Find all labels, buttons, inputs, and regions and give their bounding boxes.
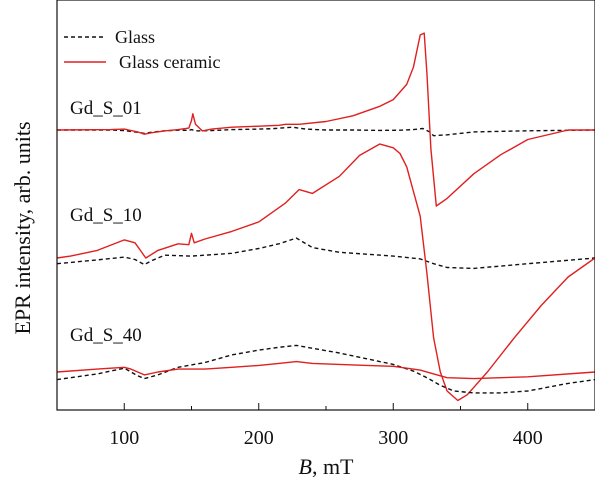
series-gd-s-40-glass-ceramic	[56, 360, 595, 380]
x-axis-label-var: B	[298, 454, 311, 479]
y-axis-label: EPR intensity, arb. units	[10, 121, 35, 334]
series-gd-s-40-glass	[56, 344, 595, 394]
x-tick-label: 300	[378, 427, 408, 449]
series-gd-s-10-glass	[56, 237, 595, 270]
sample-label: Gd_S_40	[70, 325, 142, 346]
sample-labels: Gd_S_01 Gd_S_10 Gd_S_40	[70, 98, 142, 346]
legend: Glass Glass ceramic	[64, 27, 220, 72]
legend-label: Glass ceramic	[119, 52, 220, 72]
legend-label: Glass	[115, 27, 155, 47]
x-axis-label: B, mT	[298, 454, 354, 479]
x-tick-label: 200	[244, 427, 274, 449]
axes: 100 200 300 400	[56, 0, 595, 449]
series-gd-s-01-glass-ceramic	[56, 32, 595, 207]
x-axis-label-unit: , mT	[312, 454, 354, 479]
plot-area	[56, 32, 595, 402]
x-tick-label: 400	[513, 427, 543, 449]
sample-label: Gd_S_01	[70, 98, 142, 119]
x-tick-label: 100	[109, 427, 139, 449]
sample-label: Gd_S_10	[70, 205, 142, 226]
series-gd-s-10-glass-ceramic	[56, 143, 595, 402]
